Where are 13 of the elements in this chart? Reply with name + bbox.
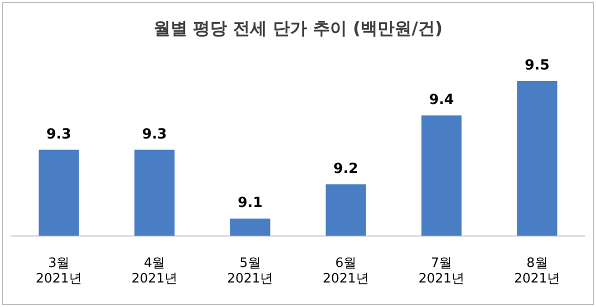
chart-title: 월별 평당 전세 단가 추이 (백만원/건) xyxy=(152,18,444,40)
data-label: 9.3 xyxy=(142,126,167,142)
data-label: 9.1 xyxy=(238,195,263,212)
data-label: 9.4 xyxy=(429,92,454,108)
data-label: 9.3 xyxy=(46,126,72,142)
x-tick-label: 6월 2021년 xyxy=(322,256,369,287)
x-tick-label: 8월 2021년 xyxy=(514,256,560,287)
x-tick-label: 7월 2021년 xyxy=(418,256,465,287)
data-label: 9.2 xyxy=(333,160,358,177)
x-tick-label: 4월 2021년 xyxy=(131,256,178,287)
data-label: 9.5 xyxy=(524,58,550,74)
x-tick-label: 3월 2021년 xyxy=(36,256,82,287)
x-tick-label: 5월 2021년 xyxy=(227,256,274,287)
